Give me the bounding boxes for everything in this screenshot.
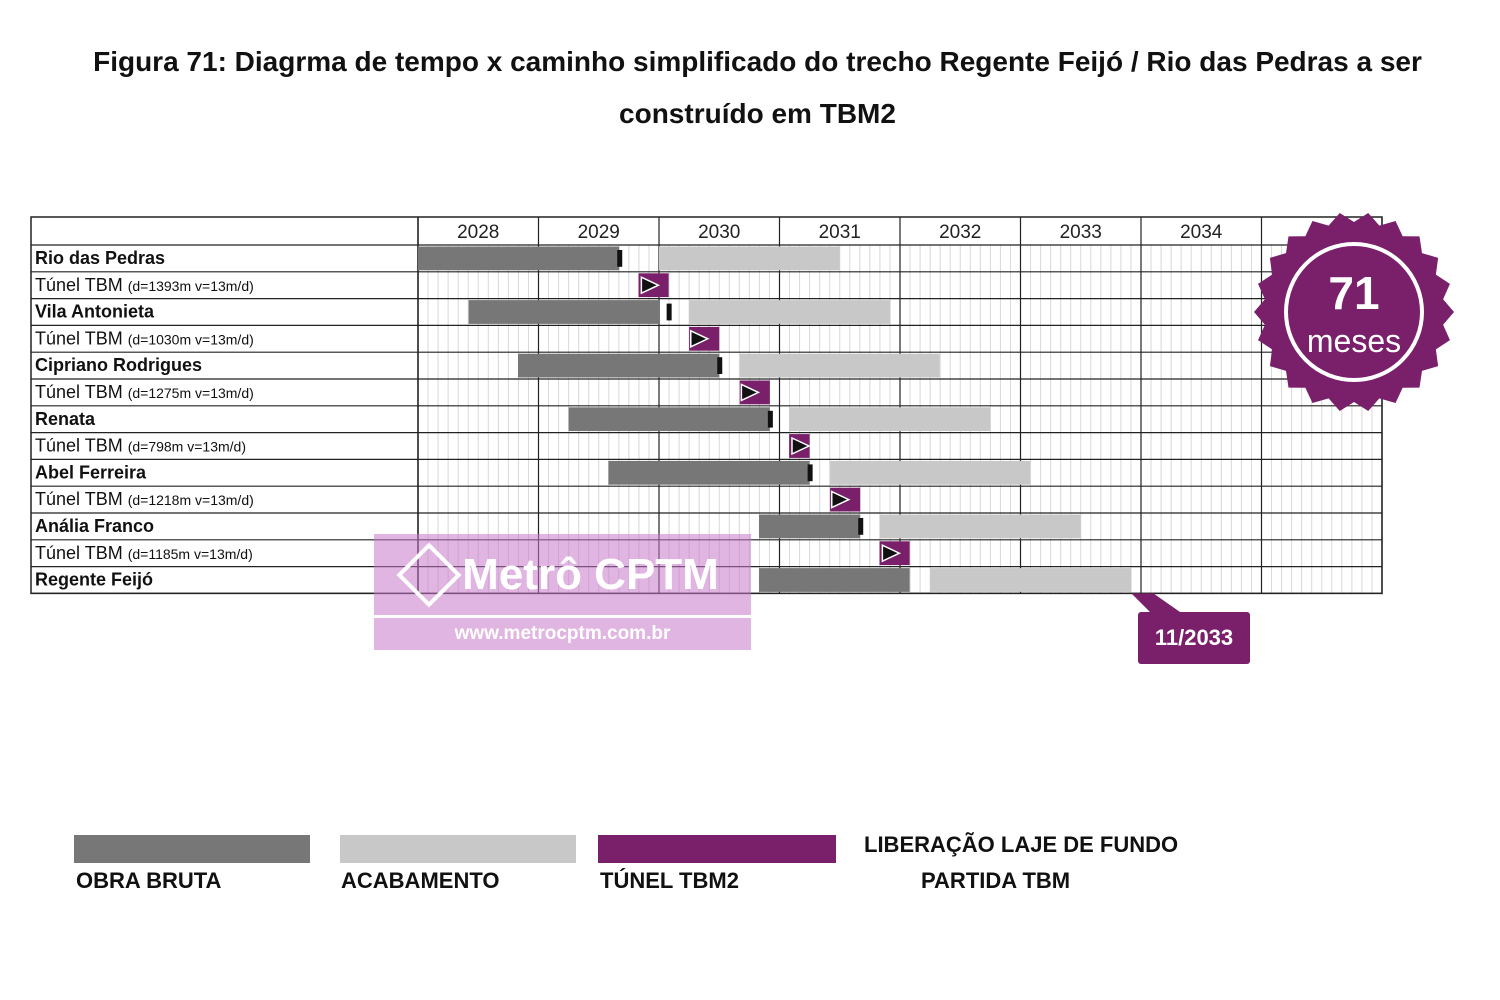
legend-swatch-acabamento (340, 835, 576, 863)
legend-label-obra-bruta: OBRA BRUTA (76, 868, 222, 893)
station-label: Vila Antonieta (35, 302, 155, 322)
bar-obra-bruta (568, 407, 770, 432)
tunnel-detail: (d=1275m v=13m/d) (128, 385, 254, 401)
bar-acabamento (659, 246, 840, 271)
tunnel-detail: (d=1185m v=13m/d) (128, 546, 253, 562)
badge-value: 71 (1328, 267, 1379, 319)
bar-acabamento (739, 353, 940, 378)
bar-obra-bruta (468, 300, 659, 324)
bar-obra-bruta (518, 353, 720, 378)
station-label: Abel Ferreira (35, 462, 147, 482)
bar-obra-bruta (608, 460, 810, 485)
station-label: Anália Franco (35, 516, 154, 536)
gantt-row: Túnel TBM (d=1030m v=13m/d) (35, 326, 720, 351)
year-label: 2033 (1060, 222, 1102, 243)
tunnel-detail: (d=798m v=13m/d) (128, 439, 246, 455)
gantt-row: Vila Antonieta (35, 300, 891, 324)
metro-logo-icon (396, 541, 462, 608)
gantt-row: Regente Feijó (35, 568, 1132, 592)
end-date-callout: 11/2033 (1138, 612, 1250, 664)
marker-laje (666, 303, 672, 321)
watermark: Metrô CPTM www.metrocptm.com.br (374, 534, 751, 650)
gantt-row: Renata (35, 407, 991, 432)
tunnel-label: Túnel TBM (d=1218m v=13m/d) (35, 489, 254, 509)
marker-partida (690, 329, 710, 348)
gantt-row: Túnel TBM (d=1393m v=13m/d) (35, 273, 669, 298)
bar-obra-bruta (418, 246, 620, 271)
bar-acabamento (689, 300, 891, 324)
marker-laje (617, 250, 623, 267)
badge-ring (1284, 242, 1424, 382)
bar-acabamento (930, 568, 1132, 592)
year-label: 2034 (1180, 222, 1223, 243)
legend-swatch-obra-bruta (74, 835, 310, 863)
bar-acabamento (789, 407, 991, 432)
bar-acabamento (830, 460, 1031, 485)
marker-laje (807, 464, 813, 482)
gantt-row: Anália Franco (35, 514, 1081, 539)
year-label: 2031 (819, 222, 861, 243)
marker-partida (640, 276, 661, 295)
bar-obra-bruta (759, 514, 861, 539)
title-line-2: construído em TBM2 (619, 98, 896, 129)
marker-partida (740, 383, 761, 402)
year-label: 2029 (578, 222, 620, 243)
gantt-row: Rio das Pedras (35, 246, 840, 271)
station-label: Renata (35, 409, 96, 429)
bar-acabamento (879, 514, 1081, 539)
watermark-name: Metrô CPTM (462, 549, 719, 599)
tunnel-label: Túnel TBM (d=1030m v=13m/d) (35, 328, 254, 348)
legend-swatch-tunel (598, 835, 836, 863)
duration-badge: 71 meses (1254, 213, 1454, 411)
tunnel-label: Túnel TBM (d=1275m v=13m/d) (35, 382, 254, 402)
marker-laje (767, 410, 773, 428)
gantt-row: Túnel TBM (d=1218m v=13m/d) (35, 487, 861, 512)
callout-pointer (1131, 593, 1180, 612)
figure-title: Figura 71: Diagrma de tempo x caminho si… (10, 36, 1500, 140)
bar-obra-bruta (759, 568, 910, 592)
marker-laje (717, 357, 723, 374)
gantt-row: Túnel TBM (d=1275m v=13m/d) (35, 380, 770, 405)
badge-seal (1254, 213, 1454, 411)
watermark-banner: Metrô CPTM (374, 534, 751, 615)
station-label: Cipriano Rodrigues (35, 355, 202, 375)
tunnel-detail: (d=1393m v=13m/d) (128, 278, 254, 294)
badge-unit: meses (1307, 323, 1401, 359)
tunnel-label: Túnel TBM (d=1185m v=13m/d) (35, 543, 253, 563)
gantt-row: Cipriano Rodrigues (35, 353, 940, 378)
legend-label-acabamento: ACABAMENTO (341, 868, 500, 893)
tunnel-label: Túnel TBM (d=798m v=13m/d) (35, 436, 246, 456)
station-label: Regente Feijó (35, 570, 153, 590)
year-label: 2032 (939, 222, 981, 243)
gantt-row: Abel Ferreira (35, 460, 1031, 485)
legend-label-laje: LIBERAÇÃO LAJE DE FUNDO (864, 832, 1179, 857)
marker-partida (791, 436, 811, 456)
gantt-row: Túnel TBM (d=1185m v=13m/d) (35, 541, 910, 566)
year-label: 2030 (698, 222, 740, 243)
tunnel-detail: (d=1218m v=13m/d) (128, 492, 254, 508)
station-label: Rio das Pedras (35, 248, 165, 268)
tunnel-label: Túnel TBM (d=1393m v=13m/d) (35, 275, 254, 295)
marker-laje (858, 518, 864, 535)
marker-partida (881, 544, 902, 563)
tunnel-detail: (d=1030m v=13m/d) (128, 331, 254, 347)
title-line-1: Figura 71: Diagrma de tempo x caminho si… (93, 46, 1422, 77)
year-label: 2028 (457, 222, 499, 243)
watermark-url: www.metrocptm.com.br (374, 618, 751, 650)
legend-label-tunel: TÚNEL TBM2 (600, 868, 739, 893)
gantt-row: Túnel TBM (d=798m v=13m/d) (35, 434, 811, 458)
marker-partida (831, 490, 851, 509)
legend-label-partida: PARTIDA TBM (921, 868, 1071, 893)
